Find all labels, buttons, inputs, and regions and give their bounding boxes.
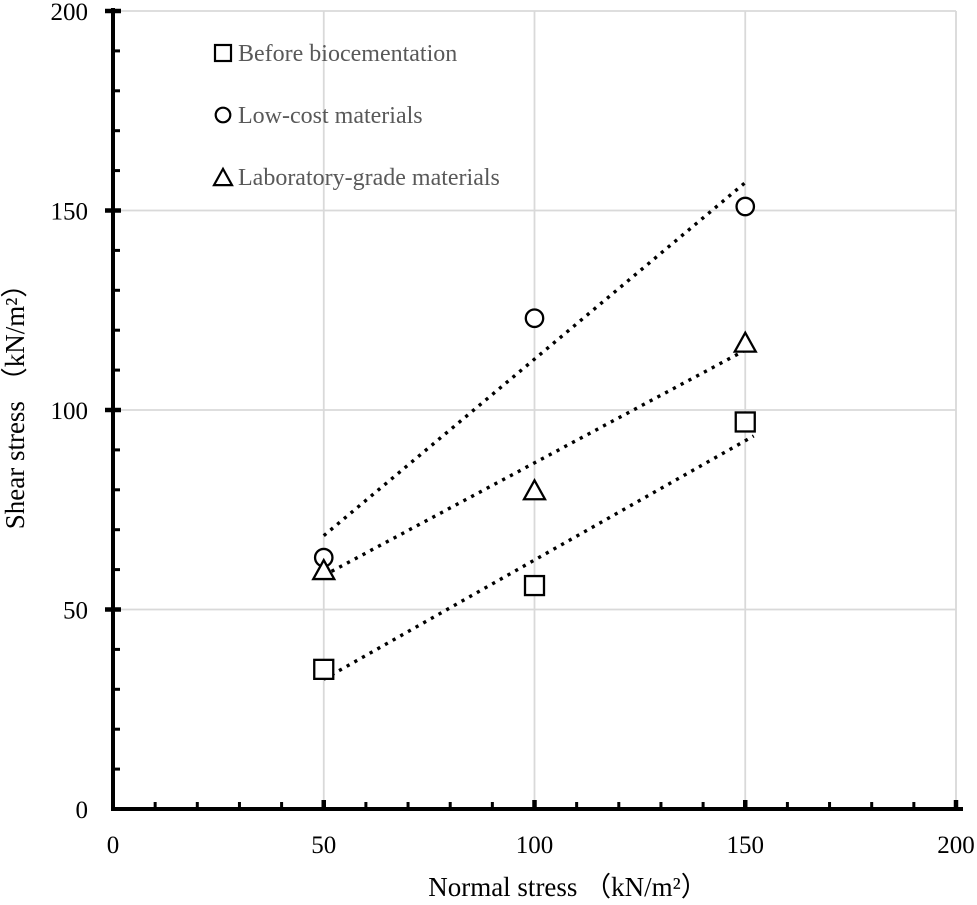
y-axis-title: Shear stress （kN/m²） bbox=[0, 271, 30, 530]
square-marker-icon bbox=[734, 411, 756, 433]
square-marker-icon bbox=[213, 43, 233, 63]
circle-marker-icon bbox=[524, 308, 545, 329]
x-tick-label: 200 bbox=[937, 832, 975, 859]
x-tick-label: 50 bbox=[311, 832, 336, 859]
data-points bbox=[311, 196, 758, 680]
legend-label: Laboratory-grade materials bbox=[238, 165, 500, 191]
legend: Before biocementation Low-cost materials L… bbox=[212, 41, 500, 191]
triangle-marker-icon bbox=[311, 557, 337, 581]
gridlines bbox=[113, 10, 957, 809]
circle-marker-icon bbox=[735, 196, 756, 217]
x-tick-label: 100 bbox=[516, 832, 554, 859]
x-axis-title: Normal stress （kN/m²） bbox=[428, 872, 708, 902]
trendlines bbox=[322, 181, 755, 681]
tick-labels: 0 50 100 150 200 0 50 100 150 200 bbox=[51, 0, 975, 859]
square-marker-icon bbox=[523, 574, 546, 597]
trendline-square bbox=[322, 434, 755, 681]
legend-label: Before biocementation bbox=[238, 41, 457, 67]
y-tick-label: 150 bbox=[51, 199, 89, 226]
y-tick-label: 50 bbox=[63, 598, 88, 625]
triangle-marker-icon bbox=[212, 166, 234, 187]
tick-marks bbox=[105, 8, 959, 811]
square-marker-icon bbox=[313, 658, 335, 680]
trendline-circle bbox=[322, 181, 747, 537]
y-tick-label: 200 bbox=[51, 0, 89, 26]
legend-label: Low-cost materials bbox=[238, 103, 423, 129]
y-tick-label: 100 bbox=[51, 398, 89, 425]
trendline-triangle bbox=[322, 348, 747, 578]
x-tick-label: 0 bbox=[107, 832, 120, 859]
triangle-marker-icon bbox=[732, 330, 758, 353]
x-tick-label: 150 bbox=[727, 832, 765, 859]
triangle-marker-icon bbox=[522, 477, 547, 501]
y-tick-label: 0 bbox=[76, 797, 89, 824]
circle-marker-icon bbox=[214, 106, 232, 124]
